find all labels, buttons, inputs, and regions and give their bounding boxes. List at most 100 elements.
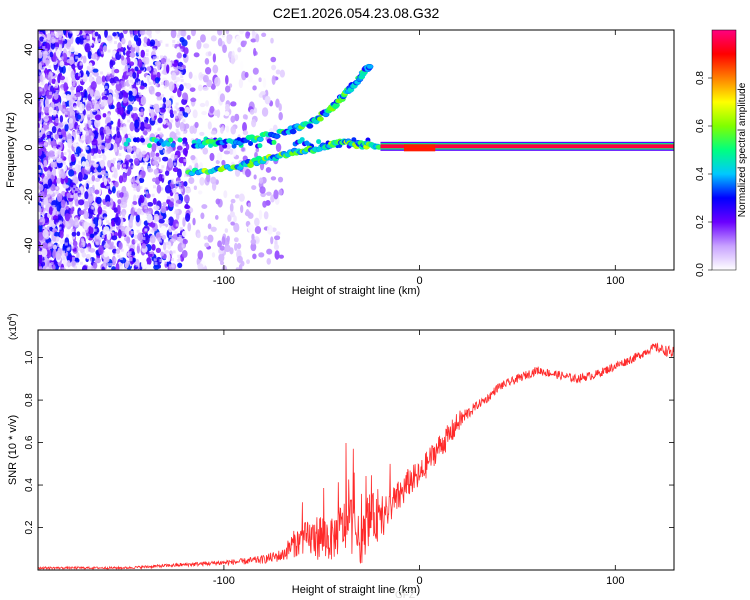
heatmap-cell (84, 191, 89, 200)
heatmap-cell (76, 231, 81, 237)
heatmap-cell (142, 64, 146, 68)
heatmap-cell (68, 150, 72, 154)
heatmap-cell (56, 222, 60, 226)
heatmap-cell (275, 143, 282, 152)
heatmap-cell (43, 232, 47, 236)
heatmap-cell (64, 111, 68, 115)
heatmap-cell (235, 35, 242, 43)
heatmap-cell (53, 103, 57, 107)
heatmap-cell (98, 215, 102, 219)
heatmap-cell (160, 82, 164, 86)
heatmap-cell (50, 76, 54, 80)
heatmap-cell (57, 211, 61, 215)
heatmap-cell (176, 84, 180, 88)
heatmap-cell (69, 241, 73, 245)
heatmap-cell (168, 137, 174, 143)
heatmap-cell (168, 216, 175, 226)
heatmap-cell (234, 54, 239, 61)
heatmap-cell (97, 232, 101, 236)
heatmap-cell (160, 232, 164, 236)
heatmap-cell (153, 103, 159, 110)
heatmap-cell (136, 209, 140, 213)
heatmap-cell (48, 106, 54, 116)
heatmap-cell (237, 47, 242, 53)
heatmap-cell (128, 158, 134, 163)
heatmap-panel: -100 0 100 -40 -20 0 20 40 Height of straight … (5, 29, 675, 297)
heatmap-cell (106, 263, 110, 267)
heatmap-cell (87, 192, 94, 203)
heatmap-cell (224, 244, 231, 253)
heatmap-cell (202, 43, 210, 49)
heatmap-cell (126, 145, 133, 154)
heatmap-cell (102, 155, 107, 161)
heatmap-cell (70, 69, 75, 80)
heatmap-cell (122, 202, 126, 206)
heatmap-cell (155, 91, 162, 97)
heatmap-cell (131, 183, 135, 187)
heatmap-cell (41, 67, 45, 71)
heatmap-cell (134, 46, 138, 50)
heatmap-cell (245, 168, 251, 178)
heatmap-cell (53, 113, 57, 117)
heatmap-cell (257, 143, 263, 149)
heatmap-cell (164, 79, 170, 88)
snr-x-tick-label: -100 (213, 575, 235, 587)
heatmap-cell (177, 33, 181, 37)
heatmap-cell (92, 68, 99, 73)
heatmap-cell (155, 247, 162, 254)
heatmap-cell (201, 111, 208, 116)
heatmap-cell (210, 176, 217, 185)
heatmap-cell (87, 225, 94, 236)
carrier-line (380, 144, 674, 149)
heatmap-cell (44, 105, 49, 114)
heatmap-cell (91, 206, 95, 210)
heatmap-cell (266, 258, 271, 265)
heatmap-cell (48, 65, 52, 69)
heatmap-cell (253, 174, 257, 180)
heatmap-cell (175, 209, 179, 213)
heatmap-cell (242, 122, 247, 133)
heatmap-cell (70, 209, 74, 215)
heatmap-cell (176, 258, 180, 262)
heatmap-cell (224, 228, 229, 233)
heatmap-cell (220, 127, 224, 134)
heatmap-cell (181, 230, 188, 238)
heatmap-cell (84, 145, 88, 149)
heatmap-cell (228, 148, 234, 155)
heatmap-cell (262, 78, 267, 88)
heatmap-cell (221, 33, 226, 38)
heatmap-cell (164, 62, 168, 66)
heatmap-cell (156, 145, 164, 151)
heatmap-cell (210, 83, 216, 90)
heatmap-cell (58, 131, 62, 135)
heatmap-cell (151, 117, 155, 121)
heatmap-cell (103, 216, 107, 220)
heatmap-cell (93, 253, 97, 258)
heatmap-cell (262, 146, 268, 151)
heatmap-cell (55, 82, 59, 86)
heatmap-cell (196, 232, 201, 239)
heatmap-cell (179, 226, 183, 230)
heatmap-cell (258, 209, 263, 220)
heatmap-cell (179, 48, 183, 52)
heatmap-cell (73, 95, 77, 99)
heatmap-cell (170, 30, 177, 39)
heatmap-x-ticks: -100 0 100 (213, 30, 624, 287)
heatmap-cell (39, 72, 43, 76)
heatmap-cell (138, 194, 145, 204)
heatmap-cell (122, 70, 129, 80)
heatmap-cell (278, 254, 284, 259)
heatmap-cell (93, 210, 97, 214)
heatmap-cell (212, 53, 217, 63)
heatmap-cell (251, 119, 257, 128)
heatmap-cell (199, 131, 205, 136)
heatmap-cell (192, 217, 196, 226)
heatmap-cell (106, 186, 110, 190)
heatmap-cell (217, 37, 223, 47)
heatmap-cell (75, 187, 79, 191)
heatmap-cell (161, 165, 165, 169)
heatmap-x-label: Height of straight line (km) (292, 285, 420, 297)
heatmap-cell (101, 95, 109, 101)
heatmap-cell (99, 214, 103, 218)
heatmap-cell (53, 191, 57, 195)
